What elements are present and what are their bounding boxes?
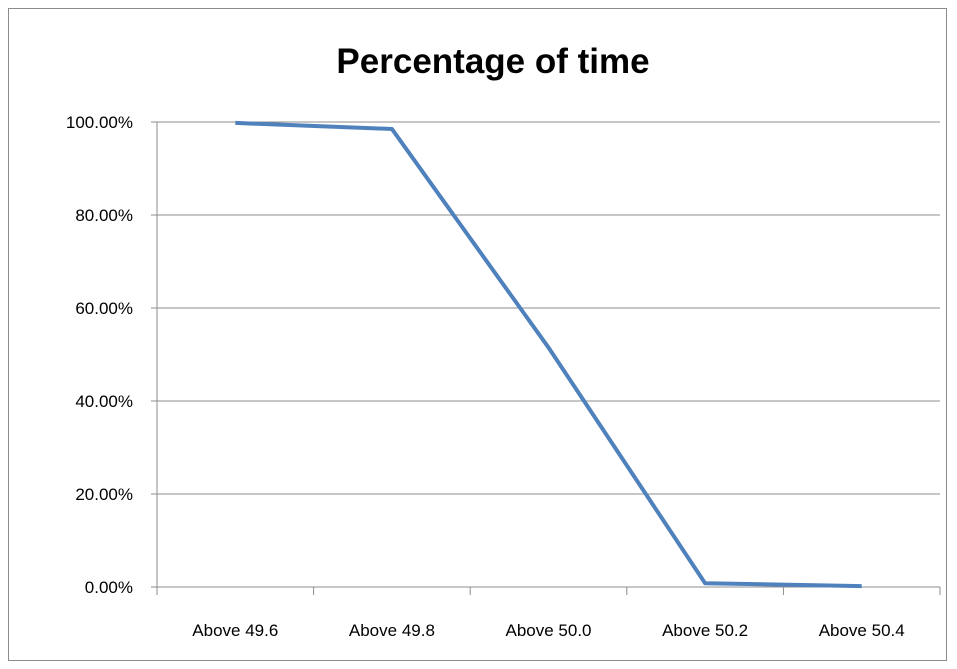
y-tick-label: 100.00% (66, 113, 133, 132)
x-tick-label: Above 50.4 (819, 621, 905, 640)
y-tick-label: 20.00% (75, 485, 133, 504)
series-group (235, 120, 862, 589)
gridlines (151, 121, 940, 495)
x-tick-label: Above 50.0 (505, 621, 591, 640)
y-tick-label: 80.00% (75, 206, 133, 225)
y-axis-tick-labels: 0.00% 20.00% 40.00% 60.00% 80.00% 100.00% (66, 113, 133, 597)
y-tick-label: 60.00% (75, 299, 133, 318)
series-line (235, 120, 862, 589)
y-tick-label: 0.00% (85, 578, 133, 597)
x-tick-label: Above 49.6 (192, 621, 278, 640)
x-tick-label: Above 49.8 (349, 621, 435, 640)
chart-title: Percentage of time (336, 42, 649, 81)
x-axis-tick-labels: Above 49.6 Above 49.8 Above 50.0 Above 50.2… (192, 621, 904, 640)
axes (151, 122, 941, 595)
y-tick-label: 40.00% (75, 392, 133, 411)
x-tick-label: Above 50.2 (662, 621, 748, 640)
chart-frame (8, 8, 947, 661)
